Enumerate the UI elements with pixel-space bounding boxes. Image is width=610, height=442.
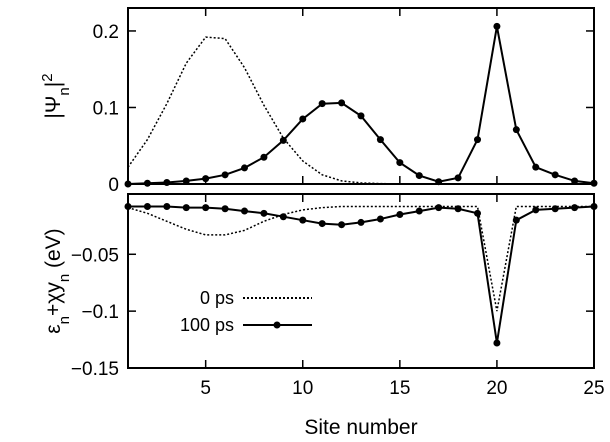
data-point-100ps	[571, 177, 579, 185]
data-point-100ps	[415, 172, 423, 180]
data-point-100ps	[299, 216, 307, 224]
data-point-100ps	[493, 22, 501, 30]
data-point-100ps	[202, 204, 210, 212]
series-line-100ps	[127, 26, 595, 185]
top-y-axis-title: |Ψn|2	[39, 73, 73, 118]
top-y-tick-labels: 0 0.1 0.2	[93, 22, 119, 196]
data-point-100ps	[435, 178, 443, 186]
y-tick-label: −0.1	[81, 302, 119, 323]
legend: 0 ps 100 ps	[180, 288, 312, 335]
data-point-100ps	[396, 159, 404, 167]
bottom-panel-frame	[127, 193, 595, 369]
data-point-100ps	[512, 216, 520, 224]
data-point-100ps	[338, 221, 346, 229]
data-point-100ps	[279, 213, 287, 221]
data-point-100ps	[435, 204, 443, 212]
data-point-100ps	[512, 126, 520, 134]
data-point-100ps	[474, 209, 481, 217]
bottom-panel: −0.05 −0.1 −0.15 5 10 15 20 25 εn+χyn (eV) Sit…	[42, 193, 605, 439]
data-point-100ps	[279, 136, 287, 144]
data-point-100ps	[590, 203, 598, 211]
x-tick-label: 25	[583, 378, 604, 399]
y-tick-label: 0.2	[93, 22, 119, 43]
bottom-series-layer	[124, 203, 598, 347]
top-series-layer	[124, 22, 598, 188]
data-point-100ps	[376, 136, 384, 144]
y-tick-label: −0.05	[71, 245, 119, 266]
legend-marker-100ps	[273, 321, 281, 329]
data-point-100ps	[124, 203, 132, 211]
data-point-100ps	[454, 205, 462, 213]
legend-label-0ps: 0 ps	[200, 288, 234, 308]
data-point-100ps	[221, 205, 229, 213]
data-point-100ps	[143, 203, 151, 211]
data-point-100ps	[474, 136, 481, 144]
bottom-y-tick-labels: −0.05 −0.1 −0.15	[71, 245, 119, 380]
data-point-100ps	[571, 204, 579, 212]
data-point-100ps	[182, 204, 190, 212]
data-point-100ps	[338, 99, 346, 107]
data-point-100ps	[376, 215, 384, 223]
top-panel-ticks	[128, 8, 595, 185]
data-point-100ps	[182, 177, 190, 185]
data-point-100ps	[493, 339, 501, 347]
data-point-100ps	[318, 100, 326, 108]
data-point-100ps	[357, 218, 365, 226]
data-point-100ps	[221, 171, 229, 179]
data-point-100ps	[357, 112, 365, 120]
data-point-100ps	[241, 207, 248, 215]
x-tick-label: 20	[486, 378, 507, 399]
data-point-100ps	[202, 175, 210, 183]
legend-label-100ps: 100 ps	[180, 315, 234, 335]
data-point-100ps	[551, 171, 559, 179]
data-point-100ps	[163, 203, 171, 211]
data-point-100ps	[532, 163, 540, 171]
series-line-0ps	[127, 36, 594, 185]
bottom-panel-ticks	[128, 194, 595, 369]
data-point-100ps	[143, 179, 151, 187]
y-tick-label: 0.1	[93, 98, 119, 119]
data-point-100ps	[241, 164, 248, 172]
x-tick-label: 15	[389, 378, 410, 399]
bottom-y-axis-title: εn+χyn (eV)	[42, 228, 73, 333]
x-tick-labels: 5 10 15 20 25	[200, 378, 604, 399]
data-point-100ps	[415, 207, 423, 215]
top-panel: 0 0.1 0.2 |Ψn|2	[39, 7, 598, 196]
data-point-100ps	[260, 209, 268, 217]
top-panel-frame	[127, 7, 595, 185]
data-point-100ps	[318, 220, 326, 228]
data-point-100ps	[124, 180, 132, 188]
data-point-100ps	[454, 174, 462, 182]
data-point-100ps	[532, 206, 540, 214]
data-point-100ps	[163, 178, 171, 186]
data-point-100ps	[590, 179, 598, 187]
y-tick-label: −0.15	[71, 359, 119, 380]
y-tick-label: 0	[108, 175, 119, 196]
x-axis-title: Site number	[304, 416, 417, 439]
data-point-100ps	[551, 205, 559, 213]
data-point-100ps	[396, 210, 404, 218]
data-point-100ps	[260, 153, 268, 161]
x-tick-label: 5	[200, 378, 211, 399]
x-tick-label: 10	[292, 378, 313, 399]
data-point-100ps	[299, 115, 307, 123]
